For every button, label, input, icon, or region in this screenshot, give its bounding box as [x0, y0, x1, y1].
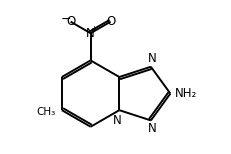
Text: O: O [66, 15, 75, 28]
Text: N: N [148, 122, 156, 135]
Text: N: N [113, 114, 122, 128]
Text: +: + [90, 25, 97, 34]
Text: N: N [148, 52, 156, 65]
Text: N: N [86, 27, 94, 40]
Text: O: O [106, 15, 115, 28]
Text: CH₃: CH₃ [36, 107, 56, 117]
Text: −: − [60, 12, 70, 26]
Text: NH₂: NH₂ [175, 87, 197, 100]
